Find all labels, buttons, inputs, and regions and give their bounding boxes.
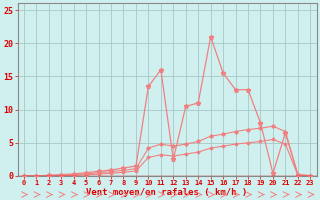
X-axis label: Vent moyen/en rafales ( km/h ): Vent moyen/en rafales ( km/h ) [86,188,248,197]
